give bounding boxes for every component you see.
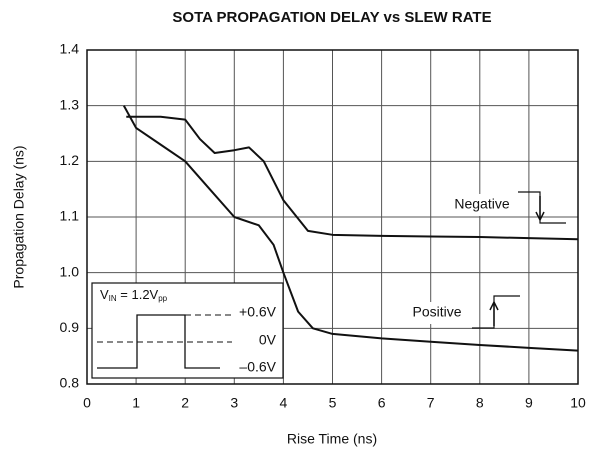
y-axis-label: Propagation Delay (ns): [11, 145, 27, 288]
x-tick-label: 5: [329, 395, 337, 411]
annotation-positive: Positive: [400, 295, 520, 329]
y-tick-label: 1.0: [60, 263, 80, 279]
x-tick-label: 2: [181, 395, 189, 411]
label-bg: [400, 302, 474, 324]
y-tick-label: 0.8: [60, 375, 80, 391]
inset-level: 0V: [259, 332, 277, 348]
plot-frame: [86, 49, 579, 385]
x-tick-label: 10: [570, 395, 586, 411]
series-label: Negative: [454, 196, 509, 212]
x-tick-label: 4: [280, 395, 288, 411]
annotation-negative: Negative: [444, 191, 566, 224]
y-tick-label: 1.1: [60, 208, 80, 224]
inset-label: VIN = 1.2Vpp: [100, 287, 168, 303]
square-wave: [97, 314, 220, 369]
series-line: [122, 105, 579, 352]
lines: [122, 105, 579, 352]
x-tick-label: 8: [476, 395, 484, 411]
step-symbol: [472, 295, 520, 329]
y-tick-label: 1.2: [60, 152, 80, 168]
step-symbol: [518, 191, 566, 224]
x-tick-label: 7: [427, 395, 435, 411]
chart-title: SOTA PROPAGATION DELAY vs SLEW RATE: [172, 9, 491, 26]
arrow: [489, 300, 499, 326]
inset: VIN = 1.2Vpp +0.6V 0V –0.6V: [91, 282, 284, 379]
inset-level: +0.6V: [239, 304, 277, 320]
label-bg: [444, 194, 520, 216]
y-tick-label: 1.4: [60, 41, 80, 57]
x-tick-label: 9: [525, 395, 533, 411]
series-label: Positive: [412, 304, 461, 320]
inset-box: [91, 282, 284, 379]
arrow: [535, 196, 545, 222]
x-tick-label: 3: [230, 395, 238, 411]
x-tick-label: 6: [378, 395, 386, 411]
series-line: [126, 115, 579, 241]
x-tick-label: 0: [83, 395, 91, 411]
x-axis-label: Rise Time (ns): [287, 431, 377, 447]
x-tick-label: 1: [132, 395, 140, 411]
y-tick-label: 0.9: [60, 319, 80, 335]
y-tick-label: 1.3: [60, 96, 80, 112]
inset-level: –0.6V: [239, 359, 276, 375]
